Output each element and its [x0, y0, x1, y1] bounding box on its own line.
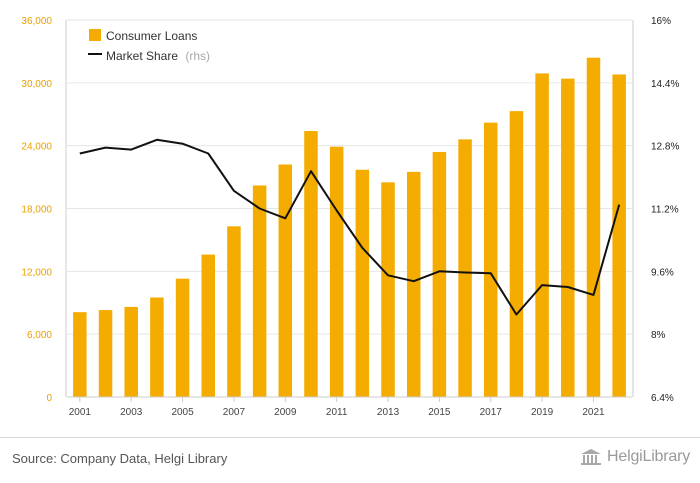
bar	[586, 57, 601, 397]
x-tick-label: 2003	[120, 407, 143, 418]
bar	[484, 122, 498, 397]
x-tick-label: 2021	[582, 407, 605, 418]
bar	[201, 254, 215, 397]
right-tick-label: 9.6%	[651, 267, 674, 278]
bar	[150, 297, 164, 397]
x-tick-label: 2001	[69, 407, 92, 418]
bar	[612, 74, 626, 397]
line-market-share	[79, 138, 621, 316]
bar	[98, 310, 113, 397]
x-tick-label: 2011	[326, 407, 348, 418]
bar	[278, 164, 293, 397]
right-tick-label: 12.8%	[651, 142, 679, 153]
right-y-axis: 6.4% 8% 9.6% 11.2% 12.8% 14.4% 16%	[632, 16, 679, 404]
x-tick-label: 2007	[223, 407, 246, 418]
legend-swatch-consumer-loans	[89, 29, 101, 41]
left-tick-label: 18,000	[21, 205, 52, 216]
left-y-axis: 0 6,000 12,000 18,000 24,000 30,000 36,000	[21, 16, 67, 404]
chart: 0 6,000 12,000 18,000 24,000 30,000 36,000 6.4…	[21, 16, 679, 418]
source-text: Source: Company Data, Helgi Library	[12, 451, 228, 466]
x-tick-label: 2013	[377, 407, 400, 418]
bar	[175, 278, 190, 397]
right-tick-label: 8%	[651, 330, 666, 341]
x-tick-label: 2005	[171, 407, 194, 418]
bar	[406, 171, 421, 397]
x-tick-label: 2019	[531, 407, 554, 418]
legend-label-rhs: (rhs)	[185, 49, 210, 63]
bar	[252, 185, 267, 397]
bar	[432, 151, 447, 397]
left-tick-label: 0	[46, 393, 52, 404]
right-tick-label: 16%	[651, 16, 671, 27]
bar	[227, 226, 241, 397]
bar	[381, 182, 395, 397]
legend: Consumer Loans Market Share (rhs)	[88, 29, 210, 63]
x-axis: 2001 2003 2005 2007 2009 2011 2013 2015 2017 2019…	[67, 396, 632, 418]
bar	[355, 169, 370, 397]
legend-label-consumer-loans: Consumer Loans	[106, 29, 197, 43]
bar	[304, 131, 318, 397]
left-tick-label: 30,000	[21, 79, 52, 90]
right-tick-label: 14.4%	[651, 79, 679, 90]
bar	[458, 139, 472, 397]
bar	[329, 146, 344, 397]
right-tick-label: 11.2%	[651, 205, 679, 216]
left-tick-label: 24,000	[21, 142, 52, 153]
series-line	[79, 138, 621, 316]
bar	[73, 312, 87, 397]
helgi-library-logo[interactable]: HelgiLibrary	[580, 448, 690, 466]
bar	[124, 306, 138, 397]
bars-consumer-loans	[73, 57, 626, 398]
left-tick-label: 6,000	[27, 330, 52, 341]
svg-text:Market Share (rhs): Market Share (rhs)	[106, 49, 210, 63]
x-tick-label: 2017	[480, 407, 503, 418]
right-tick-label: 6.4%	[651, 393, 674, 404]
left-tick-label: 12,000	[21, 267, 52, 278]
library-building-icon	[581, 449, 602, 465]
bar	[509, 111, 524, 397]
legend-label-market-share: Market Share	[106, 49, 178, 63]
x-tick-label: 2015	[428, 407, 451, 418]
x-tick-label: 2009	[274, 407, 297, 418]
bar	[561, 78, 575, 398]
footer: Source: Company Data, Helgi Library Helg…	[0, 437, 700, 483]
brand-name: HelgiLibrary	[607, 448, 690, 465]
left-tick-label: 36,000	[21, 16, 52, 27]
bar	[535, 73, 549, 398]
